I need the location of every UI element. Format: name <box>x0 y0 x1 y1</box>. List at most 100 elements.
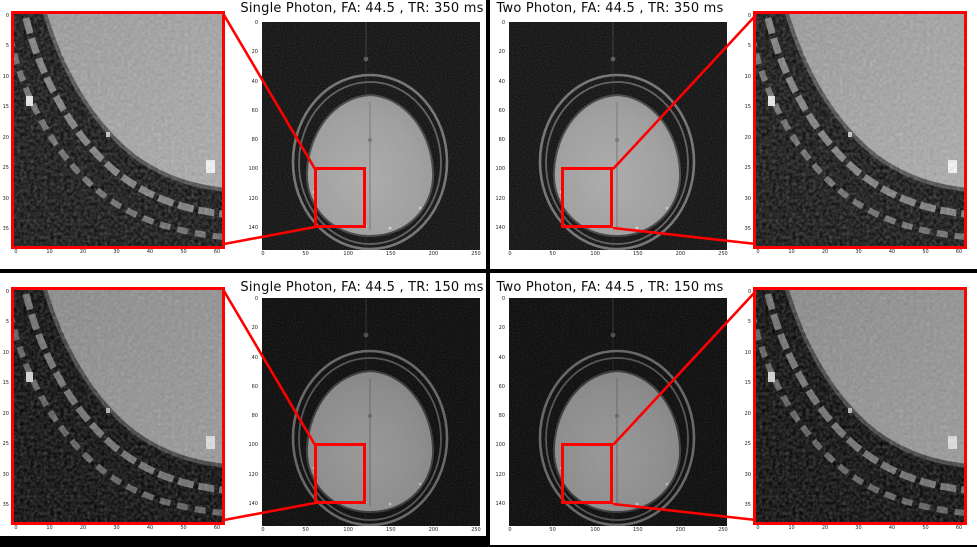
mri-x-axis-ticks: 0 50 100 150 200 250 <box>256 527 483 533</box>
zoom-region-rect <box>561 443 613 504</box>
tick-label: 120 <box>248 471 258 478</box>
tick-label: 50 <box>549 527 556 533</box>
tick-label: 50 <box>302 251 309 257</box>
panel-divider-vertical <box>486 0 490 547</box>
tick-label: 5 <box>747 43 751 50</box>
inset-zoom-view <box>11 287 225 525</box>
tick-label: 100 <box>343 251 353 257</box>
tick-label: 120 <box>495 471 505 478</box>
tick-label: 250 <box>718 527 728 533</box>
inset-zoom-image <box>14 290 222 522</box>
noise-overlay <box>756 290 964 522</box>
tick-label: 40 <box>498 78 505 85</box>
tick-label: 20 <box>2 134 9 141</box>
inset-zoom-view <box>11 11 225 249</box>
tick-label: 80 <box>251 413 258 420</box>
tick-label: 20 <box>744 134 751 141</box>
mri-brain-image <box>262 298 480 526</box>
tick-label: 40 <box>498 354 505 361</box>
tick-label: 30 <box>2 195 9 202</box>
tick-label: 20 <box>821 525 829 531</box>
tick-label: 80 <box>498 413 505 420</box>
noise-overlay <box>509 298 727 526</box>
inset-zoom-image <box>14 14 222 246</box>
tick-label: 140 <box>495 500 505 507</box>
tick-label: 200 <box>675 527 686 533</box>
mri-y-axis-ticks: 0 20 40 60 80 100 120 140 <box>487 20 505 231</box>
mri-brain-image <box>509 22 727 250</box>
tick-label: 150 <box>386 251 396 257</box>
noise-overlay <box>14 14 222 246</box>
tick-label: 15 <box>744 380 751 387</box>
tick-label: 10 <box>2 349 9 356</box>
tick-label: 100 <box>495 166 505 173</box>
noise-overlay <box>756 14 964 246</box>
mri-panel: Two Photon, FA: 44.5 , TR: 150 ms 0 5 10 15… <box>489 276 975 546</box>
tick-label: 140 <box>495 224 505 231</box>
zoom-region-rect <box>314 167 366 228</box>
tick-label: 0 <box>756 249 760 255</box>
tick-label: 0 <box>501 296 505 302</box>
tick-label: 0 <box>508 527 512 533</box>
mri-image <box>509 298 727 526</box>
tick-label: 150 <box>633 527 643 533</box>
tick-label: 5 <box>5 43 9 50</box>
mri-y-axis-ticks: 0 20 40 60 80 100 120 140 <box>487 296 505 507</box>
tick-label: 120 <box>495 195 505 202</box>
tick-label: 60 <box>251 107 258 114</box>
mri-brain-image <box>262 22 480 250</box>
tick-label: 20 <box>498 325 505 332</box>
tick-label: 0 <box>261 527 265 533</box>
tick-label: 40 <box>146 525 154 531</box>
panel-divider-horizontal <box>0 269 977 273</box>
tick-label: 250 <box>718 251 728 257</box>
tick-label: 200 <box>428 527 439 533</box>
tick-label: 50 <box>549 251 556 257</box>
tick-label: 0 <box>5 13 9 19</box>
tick-label: 250 <box>471 251 481 257</box>
tick-label: 10 <box>744 349 751 356</box>
mri-x-axis-ticks: 0 50 100 150 200 250 <box>256 251 483 257</box>
inset-y-axis-ticks: 0 5 10 15 20 25 30 35 <box>739 289 751 508</box>
tick-label: 30 <box>855 249 862 255</box>
noise-overlay <box>14 290 222 522</box>
tick-label: 50 <box>180 525 187 531</box>
tick-label: 200 <box>428 251 439 257</box>
tick-label: 0 <box>747 289 751 295</box>
tick-label: 200 <box>675 251 686 257</box>
inset-zoom-view <box>753 11 967 249</box>
panel-title: Two Photon, FA: 44.5 , TR: 150 ms <box>496 280 724 295</box>
tick-label: 30 <box>744 195 751 202</box>
panel-title: Single Photon, FA: 44.5 , TR: 150 ms <box>240 280 484 295</box>
tick-label: 10 <box>2 73 9 80</box>
noise-overlay <box>509 22 727 250</box>
tick-label: 80 <box>498 137 505 144</box>
tick-label: 30 <box>113 525 120 531</box>
mri-image <box>509 22 727 250</box>
tick-label: 100 <box>343 527 353 533</box>
tick-label: 15 <box>744 104 751 111</box>
tick-label: 0 <box>747 13 751 19</box>
mri-panel: Single Photon, FA: 44.5 , TR: 350 ms 0 5 1… <box>0 0 486 270</box>
noise-overlay <box>262 298 480 526</box>
tick-label: 5 <box>5 319 9 326</box>
tick-label: 40 <box>251 78 258 85</box>
tick-label: 20 <box>821 249 829 255</box>
tick-label: 0 <box>254 296 258 302</box>
tick-label: 25 <box>2 165 9 172</box>
tick-label: 60 <box>251 383 258 390</box>
mri-brain-image <box>509 298 727 526</box>
tick-label: 10 <box>46 249 53 255</box>
tick-label: 100 <box>495 442 505 449</box>
tick-label: 20 <box>498 49 505 56</box>
tick-label: 60 <box>498 383 505 390</box>
tick-label: 100 <box>590 527 600 533</box>
noise-overlay <box>262 22 480 250</box>
zoom-region-rect <box>561 167 613 228</box>
tick-label: 15 <box>2 104 9 111</box>
mri-panel: Single Photon, FA: 44.5 , TR: 150 ms 0 5 1… <box>0 276 486 546</box>
tick-label: 50 <box>302 527 309 533</box>
tick-label: 120 <box>248 195 258 202</box>
tick-label: 25 <box>744 441 751 448</box>
tick-label: 50 <box>922 249 929 255</box>
